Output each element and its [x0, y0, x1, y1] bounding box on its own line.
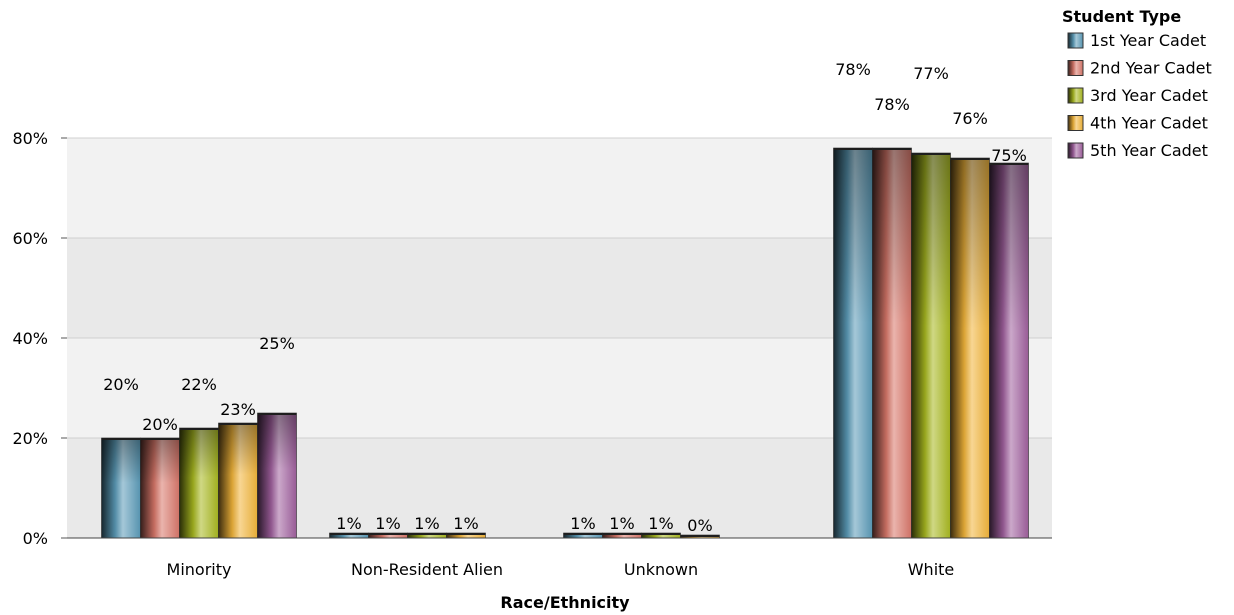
- y-tick-label: 80%: [12, 129, 48, 148]
- legend-label: 2nd Year Cadet: [1090, 59, 1212, 78]
- x-axis: Minority Non-Resident Alien Unknown White: [67, 537, 1052, 579]
- bar-top-edge: [179, 428, 219, 430]
- bar-shading: [101, 438, 141, 538]
- bar-shading: [911, 153, 951, 538]
- legend-label: 5th Year Cadet: [1090, 141, 1208, 160]
- bar-top-edge: [407, 533, 447, 535]
- bar-shading: [407, 533, 447, 538]
- y-tick-label: 60%: [12, 229, 48, 248]
- x-tick-label: Non-Resident Alien: [351, 560, 503, 579]
- bar-shading: [140, 438, 180, 538]
- legend-label: 1st Year Cadet: [1090, 31, 1206, 50]
- legend-swatch: [1067, 115, 1084, 131]
- data-label: 1%: [336, 514, 361, 533]
- data-label: 1%: [453, 514, 478, 533]
- bar-shading: [833, 148, 873, 538]
- data-label: 75%: [991, 146, 1027, 165]
- bar-top-edge: [641, 533, 681, 535]
- data-label: 0%: [687, 516, 712, 535]
- x-tick-label: White: [908, 560, 955, 579]
- bar-shading: [563, 533, 603, 538]
- x-tick-label: Minority: [167, 560, 232, 579]
- bar-shading: [368, 533, 408, 538]
- bar-shading: [602, 533, 642, 538]
- bars: [101, 147, 1029, 539]
- bar-shading: [641, 533, 681, 538]
- legend-swatch: [1067, 142, 1084, 159]
- bar-shading: [872, 148, 912, 538]
- bar-shading: [950, 158, 990, 538]
- y-tick-label: 20%: [12, 429, 48, 448]
- data-label: 23%: [220, 400, 256, 419]
- data-label: 77%: [913, 64, 949, 83]
- data-label: 1%: [609, 514, 634, 533]
- bar-shading: [446, 533, 486, 538]
- data-label: 25%: [259, 334, 295, 353]
- x-axis-title: Race/Ethnicity: [500, 593, 630, 612]
- bar-top-edge: [602, 533, 642, 535]
- bar-top-edge: [989, 163, 1029, 165]
- data-label: 78%: [874, 95, 910, 114]
- bar-top-edge: [218, 423, 258, 425]
- data-label: 1%: [375, 514, 400, 533]
- bar-top-edge: [911, 153, 951, 155]
- bar-top-edge: [563, 533, 603, 535]
- legend-swatch: [1067, 87, 1084, 104]
- bar-shading: [989, 163, 1029, 538]
- y-tick-label: 40%: [12, 329, 48, 348]
- y-axis: 0% 20% 40% 60% 80%: [12, 129, 67, 548]
- bar-top-edge: [101, 438, 141, 440]
- data-label: 1%: [648, 514, 673, 533]
- y-tick-label: 0%: [23, 529, 48, 548]
- bar-top-edge: [680, 535, 720, 537]
- data-label: 20%: [142, 415, 178, 434]
- bar-top-edge: [872, 148, 912, 150]
- bar-top-edge: [368, 533, 408, 535]
- data-label: 20%: [103, 375, 139, 394]
- data-label: 76%: [952, 109, 988, 128]
- bar-shading: [179, 428, 219, 538]
- bar-shading: [257, 413, 297, 538]
- data-label: 1%: [570, 514, 595, 533]
- bar-shading: [329, 533, 369, 538]
- data-labels: 20%20%22%23%25%1% 1% 1% 1% 1% 1% 1% 0%78%78%77%…: [103, 60, 1027, 535]
- x-tick-label: Unknown: [624, 560, 698, 579]
- bar-shading: [218, 423, 258, 538]
- legend-swatch: [1067, 60, 1084, 76]
- bar-top-edge: [257, 413, 297, 415]
- legend-swatch: [1067, 32, 1084, 49]
- legend-title: Student Type: [1062, 7, 1181, 26]
- legend: Student Type 1st Year Cadet 2nd Year Cade…: [1062, 7, 1212, 160]
- bar-top-edge: [833, 148, 873, 150]
- data-label: 78%: [835, 60, 871, 79]
- bar-top-edge: [446, 533, 486, 535]
- bar-top-edge: [329, 533, 369, 535]
- legend-label: 3rd Year Cadet: [1090, 86, 1208, 105]
- legend-label: 4th Year Cadet: [1090, 114, 1208, 133]
- bar-top-edge: [950, 158, 990, 160]
- data-label: 22%: [181, 375, 217, 394]
- data-label: 1%: [414, 514, 439, 533]
- bar-top-edge: [140, 438, 180, 440]
